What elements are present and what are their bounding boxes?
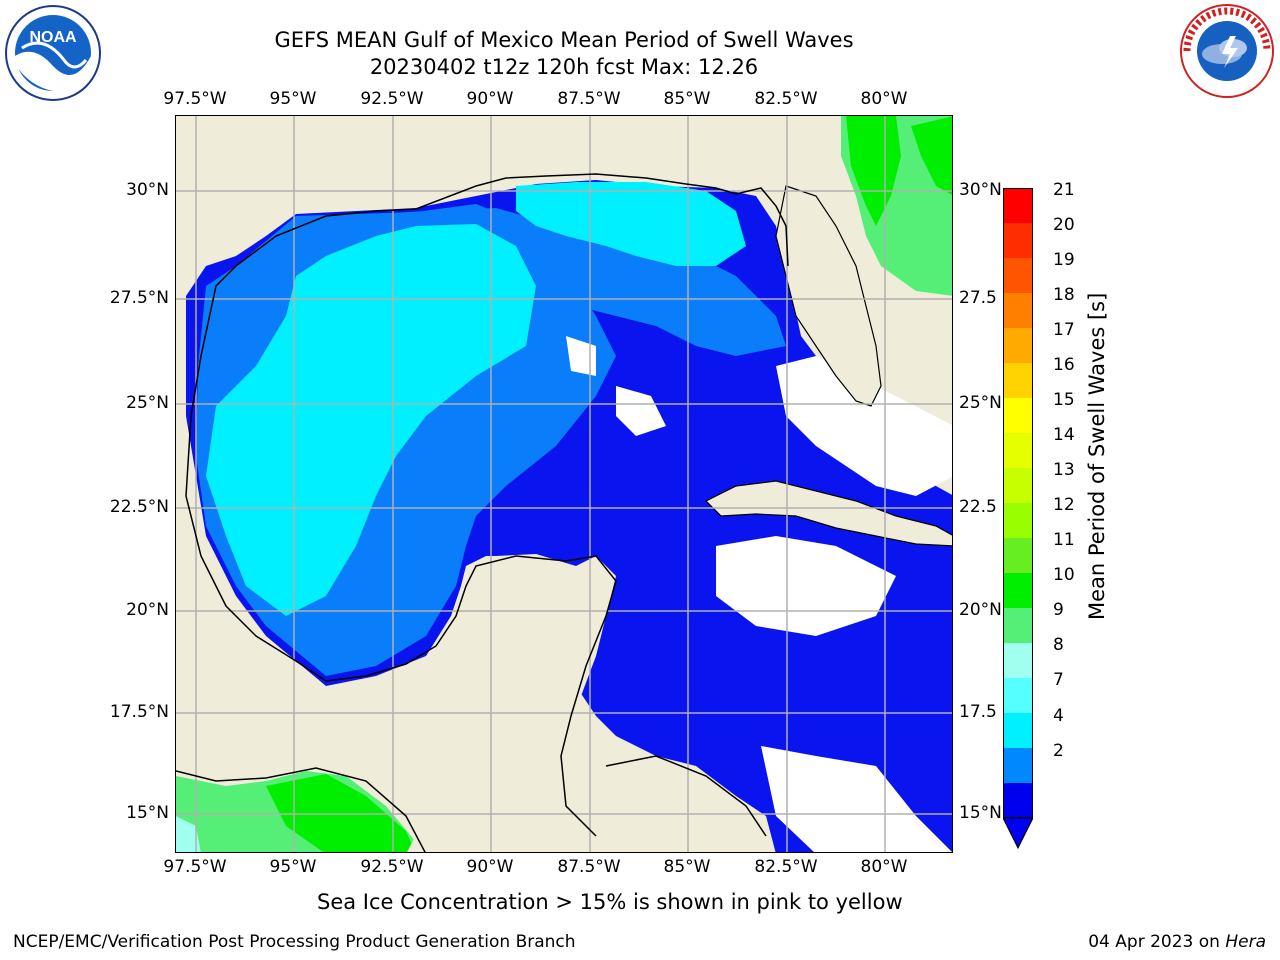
lat-tick-right: 25°N <box>959 393 1002 413</box>
colorbar-tick: 19 <box>1053 250 1075 270</box>
lon-tick-bottom: 87.5°W <box>557 857 621 877</box>
colorbar <box>1002 188 1034 850</box>
colorbar-label: Mean Period of Swell Waves [s] <box>1085 292 1109 620</box>
period-band-10-11 <box>266 774 416 852</box>
lon-tick-top: 95°W <box>269 89 317 109</box>
colorbar-tick: 17 <box>1053 320 1075 340</box>
colorbar-tick: 11 <box>1053 530 1075 550</box>
lon-tick-bottom: 80°W <box>860 857 908 877</box>
lon-tick-bottom: 92.5°W <box>360 857 424 877</box>
coastline <box>185 173 789 497</box>
colorbar-segment <box>1003 468 1033 503</box>
lat-tick-right: 22.5 <box>959 497 997 517</box>
lat-tick-left: 25°N <box>126 393 169 413</box>
lon-tick-bottom: 82.5°W <box>754 857 818 877</box>
lon-tick-top: 85°W <box>663 89 711 109</box>
lon-tick-bottom: 90°W <box>466 857 514 877</box>
colorbar-segment <box>1003 398 1033 433</box>
colorbar-tick: 10 <box>1053 565 1075 585</box>
colorbar-segment <box>1003 433 1033 468</box>
colorbar-segment <box>1003 573 1033 608</box>
colorbar-segment <box>1003 293 1033 328</box>
lon-tick-top: 80°W <box>860 89 908 109</box>
colorbar-tick: 13 <box>1053 460 1075 480</box>
lon-tick-bottom: 85°W <box>663 857 711 877</box>
colorbar-tick: 20 <box>1053 215 1075 235</box>
noaa-logo: NOAA <box>4 4 102 102</box>
lat-tick-right: 15°N <box>959 803 1002 823</box>
land-yucatan <box>407 554 616 852</box>
colorbar-segment <box>1003 328 1033 363</box>
map-panel <box>175 115 953 853</box>
lon-tick-top: 90°W <box>466 89 514 109</box>
colorbar-tick: 12 <box>1053 495 1075 515</box>
colorbar-tick: 18 <box>1053 285 1075 305</box>
colorbar-segment <box>1003 503 1033 538</box>
no-data-area <box>761 746 952 852</box>
chart-subtitle: 20230402 t12z 120h fcst Max: 12.26 <box>369 55 759 79</box>
chart-title: GEFS MEAN Gulf of Mexico Mean Period of … <box>274 28 854 52</box>
lat-tick-left: 17.5°N <box>109 702 169 722</box>
lon-tick-bottom: 95°W <box>269 857 317 877</box>
colorbar-tick: 8 <box>1053 635 1064 655</box>
sea-ice-note: Sea Ice Concentration > 15% is shown in … <box>317 890 903 914</box>
lat-tick-left: 27.5°N <box>109 288 169 308</box>
footer-credit: NCEP/EMC/Verification Post Processing Pr… <box>13 932 576 952</box>
colorbar-tick: 15 <box>1053 390 1075 410</box>
lon-tick-top: 92.5°W <box>360 89 424 109</box>
period-band-10-11 <box>911 116 952 195</box>
colorbar-segment <box>1003 188 1033 223</box>
lat-tick-right: 17.5 <box>959 702 997 722</box>
colorbar-segment <box>1003 363 1033 398</box>
coastline <box>185 495 617 837</box>
colorbar-tick: 16 <box>1053 355 1075 375</box>
coastline <box>605 755 767 837</box>
lat-tick-right: 27.5 <box>959 288 997 308</box>
lat-tick-right: 20°N <box>959 600 1002 620</box>
footer-date: 04 Apr 2023 on Hera <box>1088 932 1266 952</box>
colorbar-segment <box>1003 608 1033 643</box>
lon-tick-top: 97.5°W <box>163 89 227 109</box>
national-weather-service-logo <box>1178 2 1276 100</box>
colorbar-tick: 14 <box>1053 425 1075 445</box>
lat-tick-left: 30°N <box>126 180 169 200</box>
no-data-area <box>616 386 666 436</box>
colorbar-segment <box>1003 748 1033 783</box>
colorbar-tick: 21 <box>1053 180 1075 200</box>
colorbar-segment <box>1003 258 1033 293</box>
period-band-10-11 <box>846 116 901 226</box>
period-band-4-6 <box>206 224 536 616</box>
lat-tick-right: 30°N <box>959 180 1002 200</box>
colorbar-border <box>1003 188 1033 818</box>
coastline <box>176 767 426 852</box>
colorbar-tick: 7 <box>1053 670 1064 690</box>
colorbar-segment <box>1003 643 1033 678</box>
colorbar-tick: 4 <box>1053 706 1064 726</box>
svg-text:NOAA: NOAA <box>29 29 77 46</box>
colorbar-extend-arrow <box>1002 817 1034 850</box>
lon-tick-bottom: 97.5°W <box>163 857 227 877</box>
period-band-7-8 <box>176 816 201 852</box>
lon-tick-top: 87.5°W <box>557 89 621 109</box>
land-florida <box>775 185 882 407</box>
colorbar-tick: 9 <box>1053 600 1064 620</box>
footer-host: Hera <box>1225 932 1266 952</box>
colorbar-segment <box>1003 223 1033 258</box>
lat-tick-left: 20°N <box>126 600 169 620</box>
no-data-area <box>776 356 952 496</box>
land-cuba <box>704 480 952 547</box>
no-data-area <box>566 336 596 376</box>
colorbar-segment <box>1003 678 1033 713</box>
colorbar-tick: 2 <box>1053 741 1064 761</box>
colorbar-segment <box>1003 713 1033 748</box>
colorbar-segment <box>1003 783 1033 818</box>
lon-tick-top: 82.5°W <box>754 89 818 109</box>
footer-date-text: 04 Apr 2023 on <box>1088 932 1226 952</box>
graticule <box>176 116 952 852</box>
lat-tick-left: 15°N <box>126 803 169 823</box>
lat-tick-left: 22.5°N <box>109 497 169 517</box>
colorbar-segment <box>1003 538 1033 573</box>
